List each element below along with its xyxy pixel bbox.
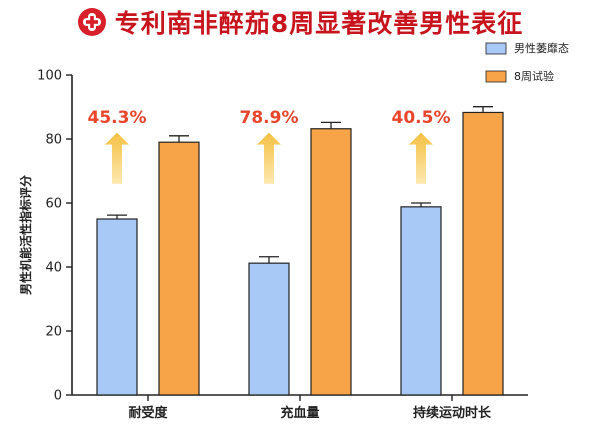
up-arrow-icon (409, 132, 433, 184)
bar (158, 141, 200, 396)
y-tick-label: 0 (54, 389, 62, 404)
bar (400, 206, 442, 396)
increase-annotation: 78.9% (240, 108, 299, 128)
up-arrow-icon (105, 132, 129, 184)
bars-group: 45.3% 78.9% 40.5% (88, 106, 504, 396)
bar (462, 111, 504, 396)
legend-label: 8周试验 (514, 69, 554, 83)
y-tick-label: 40 (45, 261, 62, 276)
bar (96, 218, 138, 396)
chart-title: 专利南非醉茄8周显著改善男性表征 (114, 9, 524, 38)
up-arrow-icon (257, 132, 281, 184)
x-tick-label: 耐受度 (128, 405, 168, 421)
y-tick-label: 80 (45, 133, 62, 148)
y-tick-label: 60 (45, 197, 62, 212)
legend: 男性萎靡态 8周试验 (485, 41, 569, 83)
bar (248, 262, 290, 396)
x-tick-label: 充血量 (280, 405, 319, 421)
legend-swatch (485, 70, 507, 83)
y-axis-label: 男性机能活性指标评分 (18, 175, 33, 295)
red-cross-logo-icon (77, 8, 106, 36)
y-tick-label: 20 (45, 325, 62, 340)
increase-annotation: 45.3% (88, 108, 147, 128)
legend-swatch (485, 42, 507, 55)
title-row: 专利南非醉茄8周显著改善男性表征 (0, 0, 600, 44)
legend-label: 男性萎靡态 (514, 41, 569, 55)
increase-annotation: 40.5% (392, 108, 451, 128)
x-tick-label: 持续运动时长 (413, 405, 492, 421)
y-tick-label: 100 (37, 69, 62, 84)
bar (310, 128, 352, 396)
